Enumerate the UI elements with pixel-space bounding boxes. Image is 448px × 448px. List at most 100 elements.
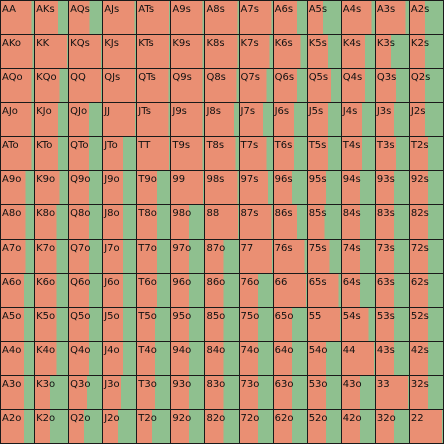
hand-cell-JTo[interactable]: JTo: [103, 137, 138, 172]
hand-cell-A2o[interactable]: A2o: [1, 409, 36, 444]
hand-cell-K3o[interactable]: K3o: [35, 375, 70, 410]
hand-cell-Q2o[interactable]: Q2o: [69, 409, 104, 444]
hand-cell-T9o[interactable]: T9o: [137, 171, 172, 206]
hand-cell-KK[interactable]: KK: [35, 35, 70, 70]
hand-cell-A5o[interactable]: A5o: [1, 307, 36, 342]
hand-cell-K6o[interactable]: K6o: [35, 273, 70, 308]
hand-cell-Q7s[interactable]: Q7s: [239, 69, 274, 104]
hand-cell-63o[interactable]: 63o: [273, 375, 308, 410]
hand-cell-65o[interactable]: 65o: [273, 307, 308, 342]
hand-cell-A6o[interactable]: A6o: [1, 273, 36, 308]
hand-cell-97s[interactable]: 97s: [239, 171, 274, 206]
hand-cell-K8s[interactable]: K8s: [205, 35, 240, 70]
hand-cell-K5o[interactable]: K5o: [35, 307, 70, 342]
hand-cell-T2s[interactable]: T2s: [409, 137, 444, 172]
hand-cell-54o[interactable]: 54o: [307, 341, 342, 376]
hand-cell-A4o[interactable]: A4o: [1, 341, 36, 376]
hand-cell-86o[interactable]: 86o: [205, 273, 240, 308]
hand-cell-94o[interactable]: 94o: [171, 341, 206, 376]
hand-cell-K7s[interactable]: K7s: [239, 35, 274, 70]
hand-cell-T3s[interactable]: T3s: [375, 137, 410, 172]
hand-cell-77[interactable]: 77: [239, 239, 274, 274]
hand-cell-76s[interactable]: 76s: [273, 239, 308, 274]
hand-cell-33[interactable]: 33: [375, 375, 410, 410]
hand-cell-93o[interactable]: 93o: [171, 375, 206, 410]
hand-cell-Q7o[interactable]: Q7o: [69, 239, 104, 274]
hand-cell-T5o[interactable]: T5o: [137, 307, 172, 342]
hand-cell-32s[interactable]: 32s: [409, 375, 444, 410]
hand-cell-K6s[interactable]: K6s: [273, 35, 308, 70]
hand-cell-A9o[interactable]: A9o: [1, 171, 36, 206]
hand-cell-A9s[interactable]: A9s: [171, 1, 206, 36]
hand-cell-J4s[interactable]: J4s: [341, 103, 376, 138]
hand-cell-Q4s[interactable]: Q4s: [341, 69, 376, 104]
hand-cell-AA[interactable]: AA: [1, 1, 36, 36]
hand-cell-65s[interactable]: 65s: [307, 273, 342, 308]
hand-cell-K2s[interactable]: K2s: [409, 35, 444, 70]
hand-cell-53o[interactable]: 53o: [307, 375, 342, 410]
hand-cell-AQo[interactable]: AQo: [1, 69, 36, 104]
hand-cell-A7s[interactable]: A7s: [239, 1, 274, 36]
hand-cell-K7o[interactable]: K7o: [35, 239, 70, 274]
hand-cell-62s[interactable]: 62s: [409, 273, 444, 308]
hand-cell-J4o[interactable]: J4o: [103, 341, 138, 376]
hand-cell-J2o[interactable]: J2o: [103, 409, 138, 444]
hand-cell-K8o[interactable]: K8o: [35, 205, 70, 240]
hand-cell-QTo[interactable]: QTo: [69, 137, 104, 172]
hand-cell-76o[interactable]: 76o: [239, 273, 274, 308]
hand-cell-32o[interactable]: 32o: [375, 409, 410, 444]
hand-cell-96o[interactable]: 96o: [171, 273, 206, 308]
hand-cell-83o[interactable]: 83o: [205, 375, 240, 410]
hand-cell-Q5s[interactable]: Q5s: [307, 69, 342, 104]
hand-cell-TT[interactable]: TT: [137, 137, 172, 172]
hand-cell-22[interactable]: 22: [409, 409, 444, 444]
hand-cell-J8s[interactable]: J8s: [205, 103, 240, 138]
hand-cell-KTs[interactable]: KTs: [137, 35, 172, 70]
hand-cell-A3o[interactable]: A3o: [1, 375, 36, 410]
hand-cell-T8s[interactable]: T8s: [205, 137, 240, 172]
hand-cell-J5o[interactable]: J5o: [103, 307, 138, 342]
hand-cell-94s[interactable]: 94s: [341, 171, 376, 206]
hand-cell-73o[interactable]: 73o: [239, 375, 274, 410]
hand-cell-95o[interactable]: 95o: [171, 307, 206, 342]
hand-cell-85o[interactable]: 85o: [205, 307, 240, 342]
hand-cell-99[interactable]: 99: [171, 171, 206, 206]
hand-cell-44[interactable]: 44: [341, 341, 376, 376]
hand-cell-KJo[interactable]: KJo: [35, 103, 70, 138]
hand-cell-84s[interactable]: 84s: [341, 205, 376, 240]
hand-cell-66[interactable]: 66: [273, 273, 308, 308]
hand-cell-93s[interactable]: 93s: [375, 171, 410, 206]
hand-cell-64o[interactable]: 64o: [273, 341, 308, 376]
hand-cell-88[interactable]: 88: [205, 205, 240, 240]
hand-cell-73s[interactable]: 73s: [375, 239, 410, 274]
hand-cell-97o[interactable]: 97o: [171, 239, 206, 274]
hand-cell-T6o[interactable]: T6o: [137, 273, 172, 308]
hand-cell-J9o[interactable]: J9o: [103, 171, 138, 206]
hand-cell-Q8s[interactable]: Q8s: [205, 69, 240, 104]
hand-cell-T7s[interactable]: T7s: [239, 137, 274, 172]
hand-cell-T8o[interactable]: T8o: [137, 205, 172, 240]
hand-cell-T9s[interactable]: T9s: [171, 137, 206, 172]
hand-cell-AJo[interactable]: AJo: [1, 103, 36, 138]
hand-cell-J6s[interactable]: J6s: [273, 103, 308, 138]
hand-cell-K9o[interactable]: K9o: [35, 171, 70, 206]
hand-cell-53s[interactable]: 53s: [375, 307, 410, 342]
hand-cell-Q8o[interactable]: Q8o: [69, 205, 104, 240]
hand-cell-Q9o[interactable]: Q9o: [69, 171, 104, 206]
hand-cell-72s[interactable]: 72s: [409, 239, 444, 274]
hand-cell-JJ[interactable]: JJ: [103, 103, 138, 138]
hand-cell-92o[interactable]: 92o: [171, 409, 206, 444]
hand-cell-62o[interactable]: 62o: [273, 409, 308, 444]
hand-cell-J9s[interactable]: J9s: [171, 103, 206, 138]
hand-cell-72o[interactable]: 72o: [239, 409, 274, 444]
hand-cell-A3s[interactable]: A3s: [375, 1, 410, 36]
hand-cell-98s[interactable]: 98s: [205, 171, 240, 206]
hand-cell-86s[interactable]: 86s: [273, 205, 308, 240]
hand-cell-85s[interactable]: 85s: [307, 205, 342, 240]
hand-cell-87o[interactable]: 87o: [205, 239, 240, 274]
hand-cell-Q3o[interactable]: Q3o: [69, 375, 104, 410]
hand-cell-Q9s[interactable]: Q9s: [171, 69, 206, 104]
hand-cell-KQs[interactable]: KQs: [69, 35, 104, 70]
hand-cell-T5s[interactable]: T5s: [307, 137, 342, 172]
hand-cell-42o[interactable]: 42o: [341, 409, 376, 444]
